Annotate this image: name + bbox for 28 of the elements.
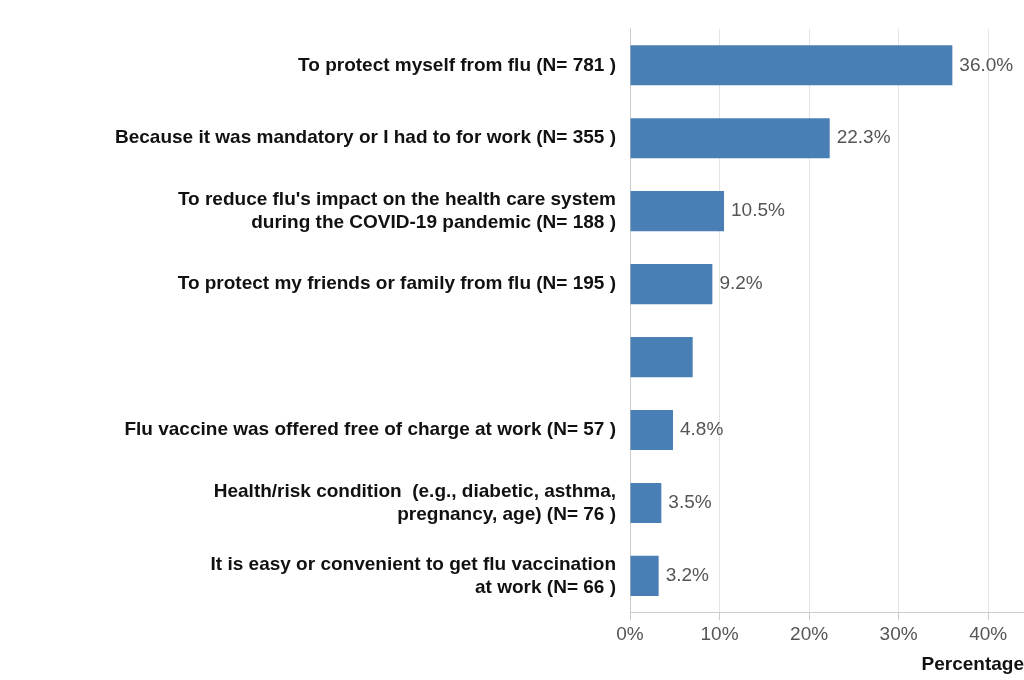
bar (630, 482, 662, 524)
data-label: 36.0% (959, 53, 1014, 75)
bar (630, 118, 830, 159)
data-label: 10.5% (731, 199, 785, 221)
bar (630, 555, 659, 596)
data-label: 3.2% (665, 564, 710, 586)
y-tick-label: It is easy or convenient to get flu vaccination at work (N= 66 ) (210, 552, 616, 597)
x-tick-label: 10% (700, 623, 739, 645)
x-tick-label: 20% (790, 623, 829, 645)
data-label: 4.8% (679, 418, 724, 440)
x-tick-label: 30% (879, 623, 918, 645)
y-tick-label: To protect my friends or family from flu (N= 195 ) (177, 272, 616, 294)
data-label: 9.2% (719, 272, 763, 294)
bar (630, 264, 713, 305)
x-axis-title: Percentage (921, 652, 1024, 674)
data-label: 3.5% (668, 491, 712, 513)
y-tick-label: Flu vaccine was offered free of charge at work (N= 57 ) (124, 418, 616, 440)
y-tick-label: To reduce flu's impact on the health care system during the COVID-19 pandemic (N= 188 ) (177, 188, 616, 232)
bar (630, 337, 693, 378)
bar (630, 191, 725, 232)
y-tick-label: Health/risk condition (e.g., diabetic, asthma, pregnancy, age) (N= 76 ) (213, 479, 616, 524)
x-tick-label: 40% (969, 623, 1008, 645)
y-tick-label: Because it was mandatory or I had to for work (N= 355 ) (115, 126, 616, 148)
data-label: 22.3% (836, 126, 891, 148)
bar (630, 45, 953, 86)
y-tick-label: To protect myself from flu (N= 781 ) (298, 53, 616, 75)
x-tick-label: 0% (616, 623, 644, 645)
bar (630, 409, 673, 451)
